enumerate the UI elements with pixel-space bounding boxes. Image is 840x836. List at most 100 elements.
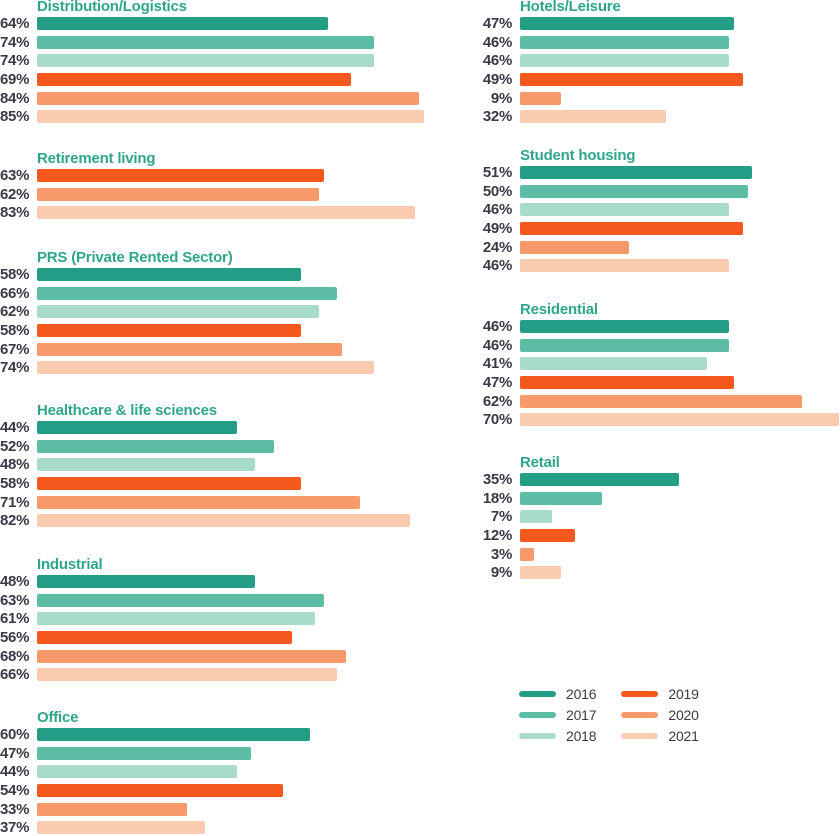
bar-2021 [520, 413, 839, 427]
legend-swatch-2021 [621, 732, 659, 739]
bar-row: 54% [0, 781, 472, 800]
bar-row: 74% [0, 358, 472, 377]
bar-value-label: 3% [490, 545, 512, 563]
bar-2017 [520, 35, 730, 49]
bar-value-label: 66% [0, 284, 30, 302]
bar-row: 46% [472, 336, 840, 355]
bar-row: 50% [472, 182, 840, 201]
bar-value-label: 47% [482, 373, 512, 391]
bar-2018 [520, 357, 707, 371]
bar-2016 [37, 420, 238, 434]
bar-value-label: 9% [490, 564, 512, 582]
bar-row: 7% [472, 507, 840, 526]
legend-label: 2016 [566, 686, 597, 703]
bar-row: 70% [472, 410, 840, 429]
panel-office: Office 60% 47% 44% 54% 33% 37% [0, 709, 472, 836]
bar-row: 44% [0, 762, 472, 781]
legend-item-2021: 2021 [621, 725, 699, 746]
bar-row: 35% [472, 470, 840, 489]
legend-label: 2019 [668, 686, 699, 703]
bar-row: 62% [472, 392, 840, 411]
bar-group: 46% 46% 41% 47% 62% 70% [472, 317, 840, 429]
bar-2016 [37, 727, 310, 741]
bar-value-label: 67% [0, 340, 30, 358]
panel-student-housing: Student housing 51% 50% 46% 49% 24% 46% [472, 147, 840, 275]
bar-row: 46% [472, 51, 840, 70]
bar-2020 [37, 649, 347, 663]
bar-value-label: 47% [482, 14, 512, 32]
bar-value-label: 58% [0, 265, 30, 283]
bar-row: 64% [0, 14, 472, 33]
bar-value-label: 9% [490, 89, 512, 107]
bar-2016 [37, 16, 329, 30]
bar-row: 46% [472, 317, 840, 336]
bar-2017 [37, 35, 374, 49]
bar-2017 [520, 184, 748, 198]
bar-value-label: 58% [0, 474, 30, 492]
bar-2018 [37, 612, 315, 626]
bar-2018 [37, 54, 374, 68]
panel-title: Office [37, 709, 79, 726]
bar-2019 [520, 375, 734, 389]
bar-value-label: 44% [0, 763, 30, 781]
bar-2019 [37, 72, 351, 86]
bar-group: 58% 66% 62% 58% 67% 74% [0, 265, 472, 377]
bar-2019 [37, 783, 283, 797]
bar-2021 [37, 110, 424, 124]
bar-value-label: 52% [0, 437, 30, 455]
bar-value-label: 32% [482, 108, 512, 126]
panel-retail: Retail 35% 18% 7% 12% 3% 9% [472, 454, 840, 582]
bar-2018 [37, 305, 320, 319]
bar-value-label: 56% [0, 628, 30, 646]
bar-value-label: 46% [482, 33, 512, 51]
bar-value-label: 50% [482, 182, 512, 200]
bar-row: 61% [0, 609, 472, 628]
bar-2021 [37, 361, 374, 375]
legend-label: 2017 [566, 707, 597, 724]
bar-value-label: 82% [0, 512, 30, 530]
bar-2019 [37, 630, 292, 644]
panel-title: Healthcare & life sciences [37, 402, 217, 419]
bar-row: 67% [0, 340, 472, 359]
bar-row: 41% [472, 354, 840, 373]
legend-swatch-2019 [621, 691, 659, 698]
bar-2021 [37, 821, 206, 835]
bar-value-label: 37% [0, 819, 30, 836]
bar-row: 63% [0, 591, 472, 610]
bar-2021 [520, 259, 730, 273]
bar-value-label: 33% [0, 800, 30, 818]
bar-row: 68% [0, 647, 472, 666]
panel-industrial: Industrial 48% 63% 61% 56% 68% 66% [0, 556, 472, 684]
panel-title: Industrial [37, 556, 103, 573]
bar-value-label: 66% [0, 666, 30, 684]
bar-row: 46% [472, 200, 840, 219]
bar-row: 71% [0, 493, 472, 512]
bar-2016 [520, 319, 730, 333]
bar-value-label: 46% [482, 336, 512, 354]
bar-2016 [520, 165, 753, 179]
bar-row: 48% [0, 455, 472, 474]
bar-2019 [520, 72, 743, 86]
bar-row: 47% [0, 744, 472, 763]
bar-row: 74% [0, 51, 472, 70]
bar-row: 9% [472, 89, 840, 108]
panel-title: Distribution/Logistics [37, 0, 187, 15]
bar-group: 63% 62% 83% [0, 166, 472, 222]
bar-2017 [37, 439, 274, 453]
bar-2021 [520, 566, 561, 580]
panel-title: Retirement living [37, 150, 156, 167]
bar-value-label: 35% [482, 470, 512, 488]
bar-2021 [37, 206, 415, 220]
bar-row: 24% [472, 238, 840, 257]
bar-value-label: 74% [0, 52, 30, 70]
bar-group: 47% 46% 46% 49% 9% 32% [472, 14, 840, 126]
legend-swatch-2016 [519, 691, 556, 698]
bar-row: 56% [0, 628, 472, 647]
panel-title: Student housing [520, 147, 636, 164]
panel-title: Retail [520, 454, 560, 471]
legend: 2016 2019 2017 2020 2018 2021 [519, 684, 699, 746]
bar-row: 62% [0, 302, 472, 321]
bar-2016 [520, 472, 680, 486]
bar-value-label: 63% [0, 591, 30, 609]
